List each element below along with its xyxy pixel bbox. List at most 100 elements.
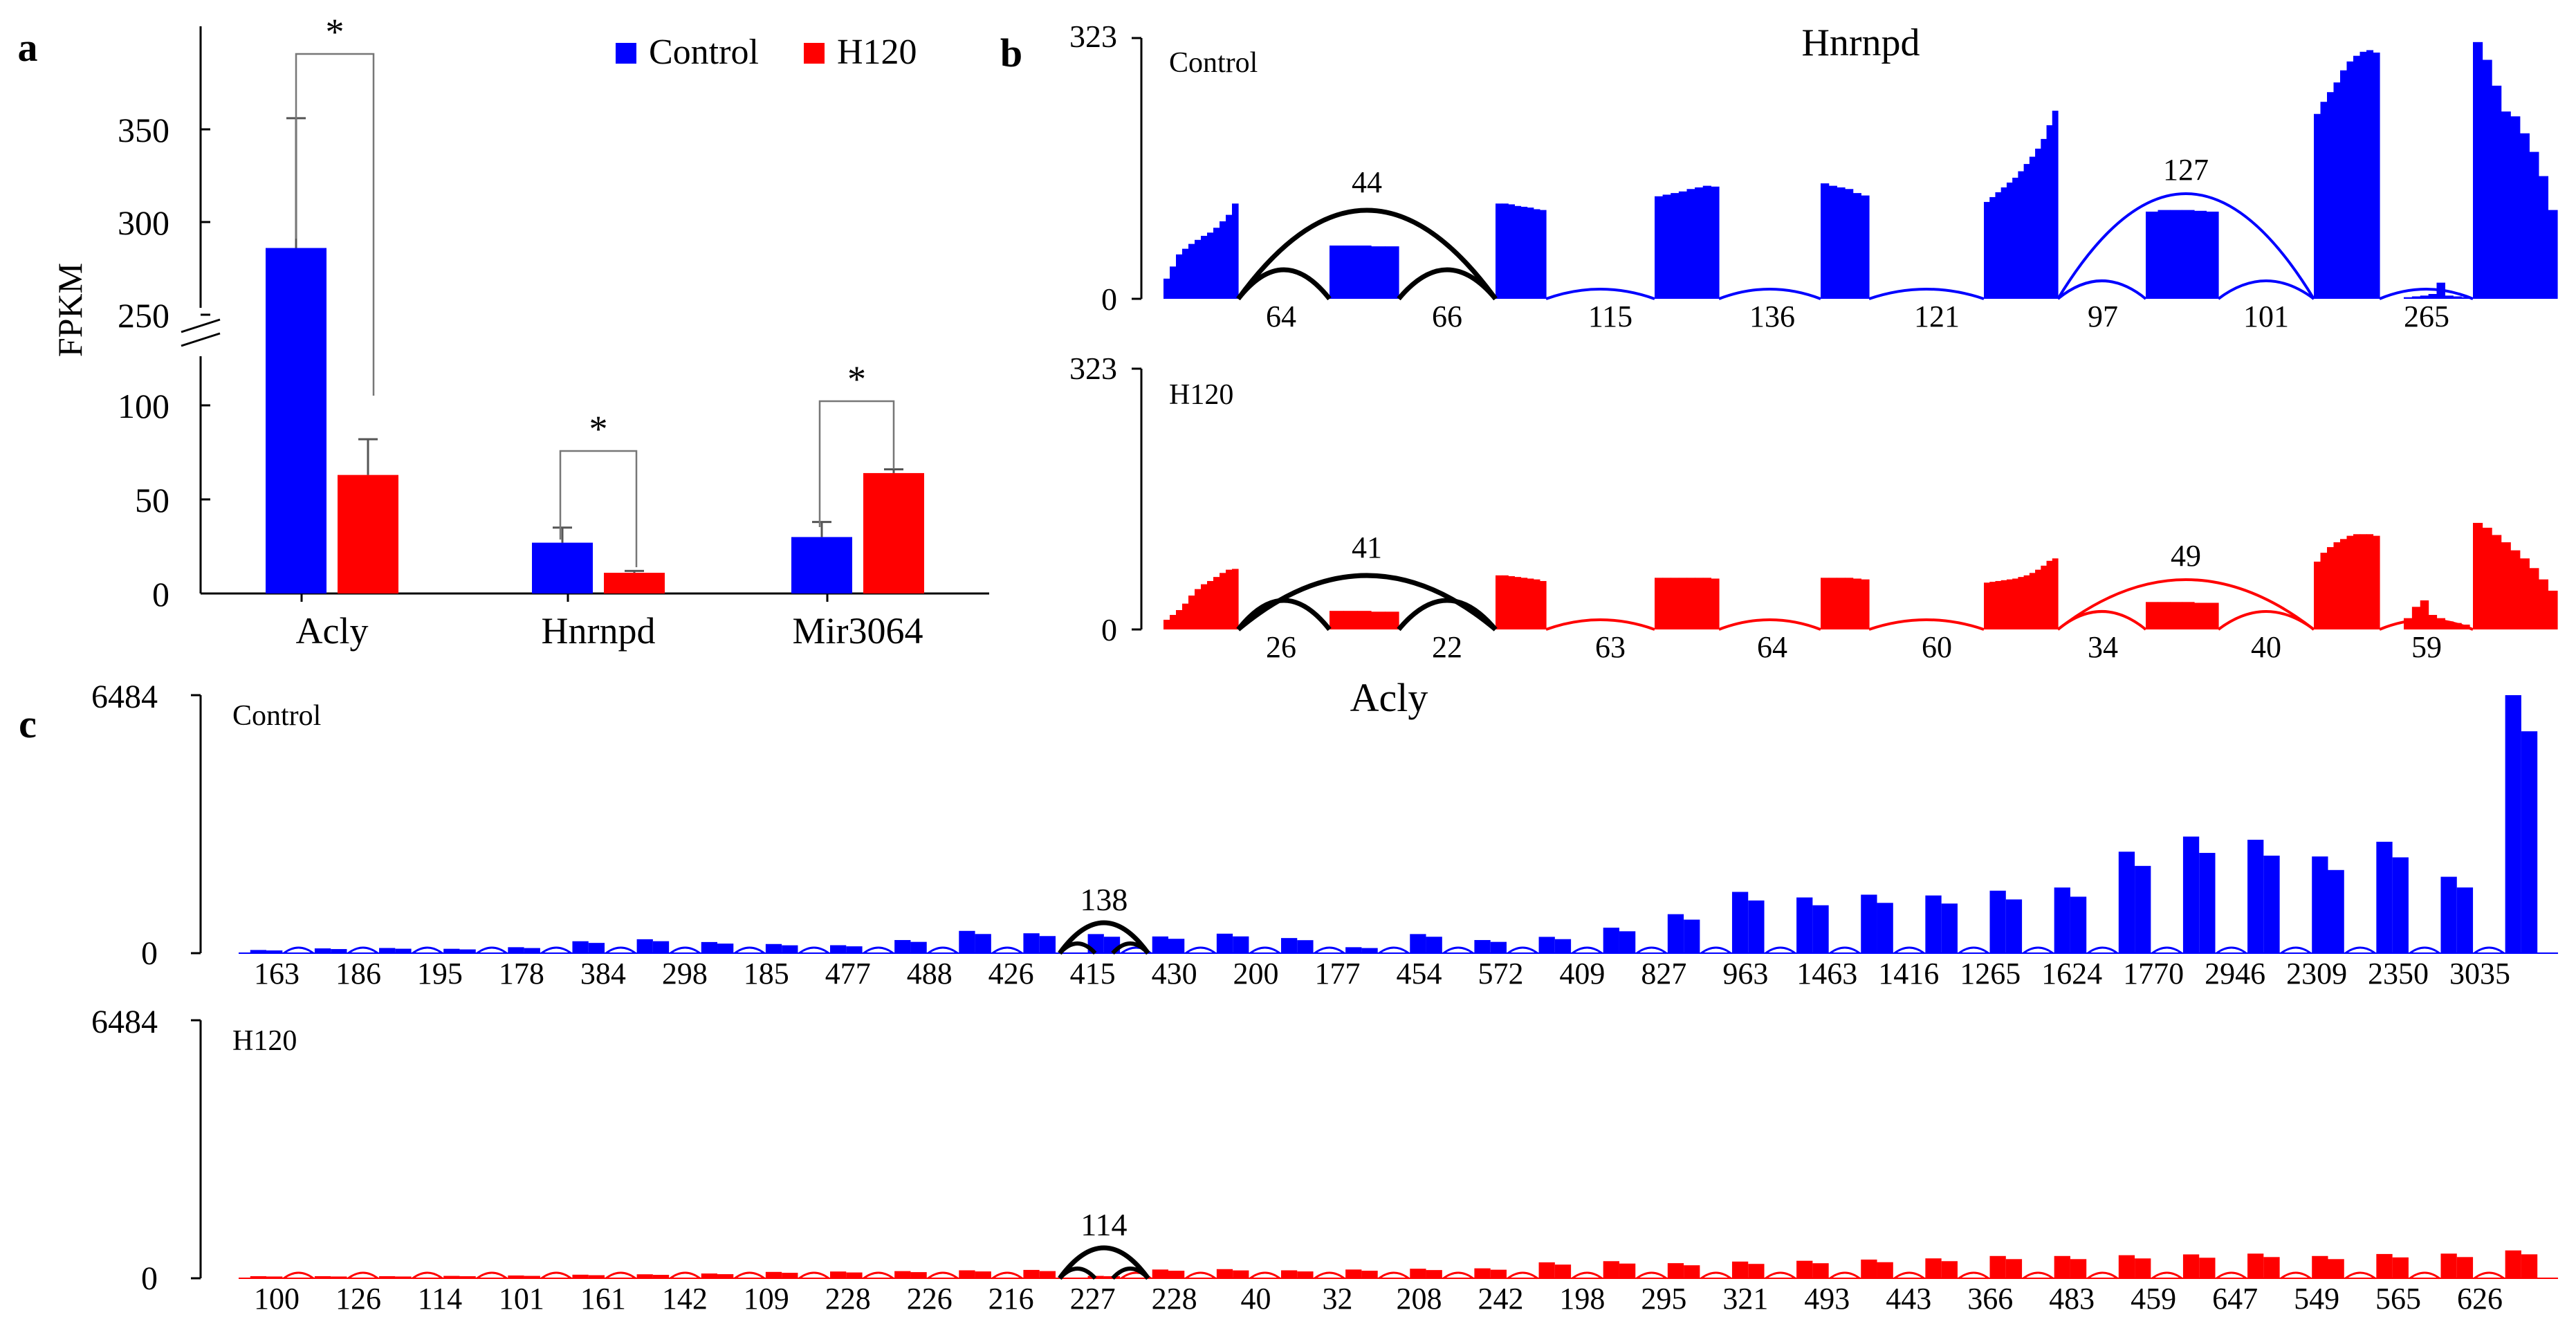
coverage-bar: [2428, 293, 2438, 299]
coverage-bar: [1213, 228, 1220, 299]
legend-label-control: Control: [649, 33, 759, 72]
junction-arc-down: [2023, 946, 2054, 955]
junction-label: 100: [254, 1282, 300, 1316]
junction-arc-down: [1545, 618, 1655, 631]
coverage-bar: [1812, 1263, 1829, 1278]
bar-h120-hnrnpd: [604, 573, 665, 593]
coverage-bar: [1163, 278, 1170, 299]
coverage-bar: [1711, 578, 1720, 629]
coverage-bar: [2359, 51, 2367, 299]
junction-label: 114: [1080, 1207, 1127, 1242]
coverage-bar: [2420, 295, 2429, 299]
coverage-bar: [1490, 941, 1507, 953]
junction-label: 366: [1967, 1282, 2013, 1316]
coverage-bar: [1216, 933, 1233, 953]
coverage-bar: [1152, 1269, 1168, 1278]
coverage-bar: [1195, 589, 1202, 629]
x-tick-label: Hnrnpd: [542, 610, 656, 652]
coverage-bar: [2482, 59, 2492, 300]
coverage-bar: [2346, 535, 2354, 629]
junction-label: 63: [1595, 630, 1626, 664]
coverage-bar: [1514, 577, 1522, 629]
coverage-bar: [314, 1276, 331, 1278]
coverage-bar: [910, 1272, 927, 1278]
junction-arc-down: [1829, 1271, 1861, 1280]
junction-arc-down: [2023, 1271, 2054, 1280]
junction-arc-down: [734, 946, 765, 955]
coverage-bar: [1163, 619, 1170, 629]
junction-label: 226: [907, 1282, 953, 1316]
y-tick-label: 350: [118, 111, 169, 149]
coverage-bar: [1361, 1271, 1378, 1278]
coverage-bar: [1667, 1263, 1684, 1278]
coverage-bar: [1821, 578, 1830, 629]
coverage-bar: [2146, 211, 2159, 299]
coverage-bar: [2000, 580, 2007, 629]
chart-title-acly: Acly: [1350, 675, 1428, 720]
coverage-bar: [846, 946, 863, 953]
coverage-bar: [1828, 185, 1837, 299]
coverage-bar: [2505, 1250, 2521, 1278]
junction-arc-down: [2087, 1271, 2118, 1280]
significance-star: *: [847, 358, 866, 400]
coverage-bar: [2005, 1259, 2023, 1278]
y-max-label: 323: [1069, 351, 1117, 386]
junction-arc-short: [1058, 941, 1097, 955]
coverage-bar: [1877, 903, 1893, 953]
coverage-bar: [508, 947, 524, 953]
coverage-bar: [2482, 527, 2492, 629]
junction-arc-down: [1765, 946, 1796, 955]
coverage-bar: [1023, 933, 1040, 953]
coverage-bar: [2029, 573, 2036, 629]
coverage-bar: [2327, 546, 2335, 629]
coverage-bar: [1490, 1269, 1507, 1278]
junction-label: 40: [2251, 630, 2281, 664]
coverage-bar: [1603, 1261, 1619, 1278]
coverage-bar: [1168, 1271, 1185, 1278]
junction-label: 216: [988, 1282, 1034, 1316]
junction-arc-down: [1958, 946, 1989, 955]
coverage-bar: [717, 943, 734, 953]
junction-arc-down: [1185, 1271, 1216, 1280]
coverage-bar: [2182, 836, 2200, 953]
coverage-bar: [765, 943, 782, 953]
junction-label: 242: [1478, 1282, 1523, 1316]
coverage-bar: [2035, 569, 2041, 629]
coverage-bar: [1226, 214, 1233, 299]
coverage-bar: [1671, 578, 1680, 629]
coverage-bar: [2070, 896, 2087, 953]
coverage-bar: [1220, 221, 1226, 299]
coverage-bar: [2052, 558, 2059, 629]
coverage-bar: [1371, 611, 1386, 629]
coverage-bar: [1527, 578, 1534, 629]
junction-arc-down: [991, 946, 1023, 955]
coverage-bar: [975, 934, 991, 953]
coverage-bar: [1508, 575, 1515, 629]
junction-label: 40: [1241, 1282, 1271, 1316]
panel-label-c: c: [19, 701, 37, 746]
coverage-bar: [1821, 183, 1830, 299]
coverage-bar: [2312, 856, 2328, 953]
junction-arc-short: [1111, 1267, 1150, 1280]
coverage-bar: [2440, 876, 2457, 953]
junction-arc-down: [2379, 288, 2474, 300]
junction-label: 161: [580, 1282, 626, 1316]
coverage-bar: [2411, 296, 2421, 299]
junction-arc-down: [412, 1271, 443, 1280]
coverage-bar: [2035, 148, 2041, 299]
coverage-bar: [1195, 239, 1202, 299]
coverage-bar: [959, 930, 975, 953]
coverage-bar: [1619, 931, 1636, 953]
junction-arc-short: [1111, 941, 1150, 955]
junction-label: 488: [907, 957, 953, 991]
junction-label: 195: [417, 957, 463, 991]
junction-arc-down: [2216, 946, 2247, 955]
junction-label: 963: [1722, 957, 1768, 991]
junction-arc-short: [2217, 279, 2315, 300]
junction-arc-down: [2409, 946, 2440, 955]
coverage-bar: [1188, 595, 1195, 629]
coverage-bar: [1213, 577, 1220, 629]
coverage-bar: [2328, 869, 2344, 953]
coverage-bar: [2420, 600, 2429, 629]
coverage-bar: [1520, 578, 1528, 629]
